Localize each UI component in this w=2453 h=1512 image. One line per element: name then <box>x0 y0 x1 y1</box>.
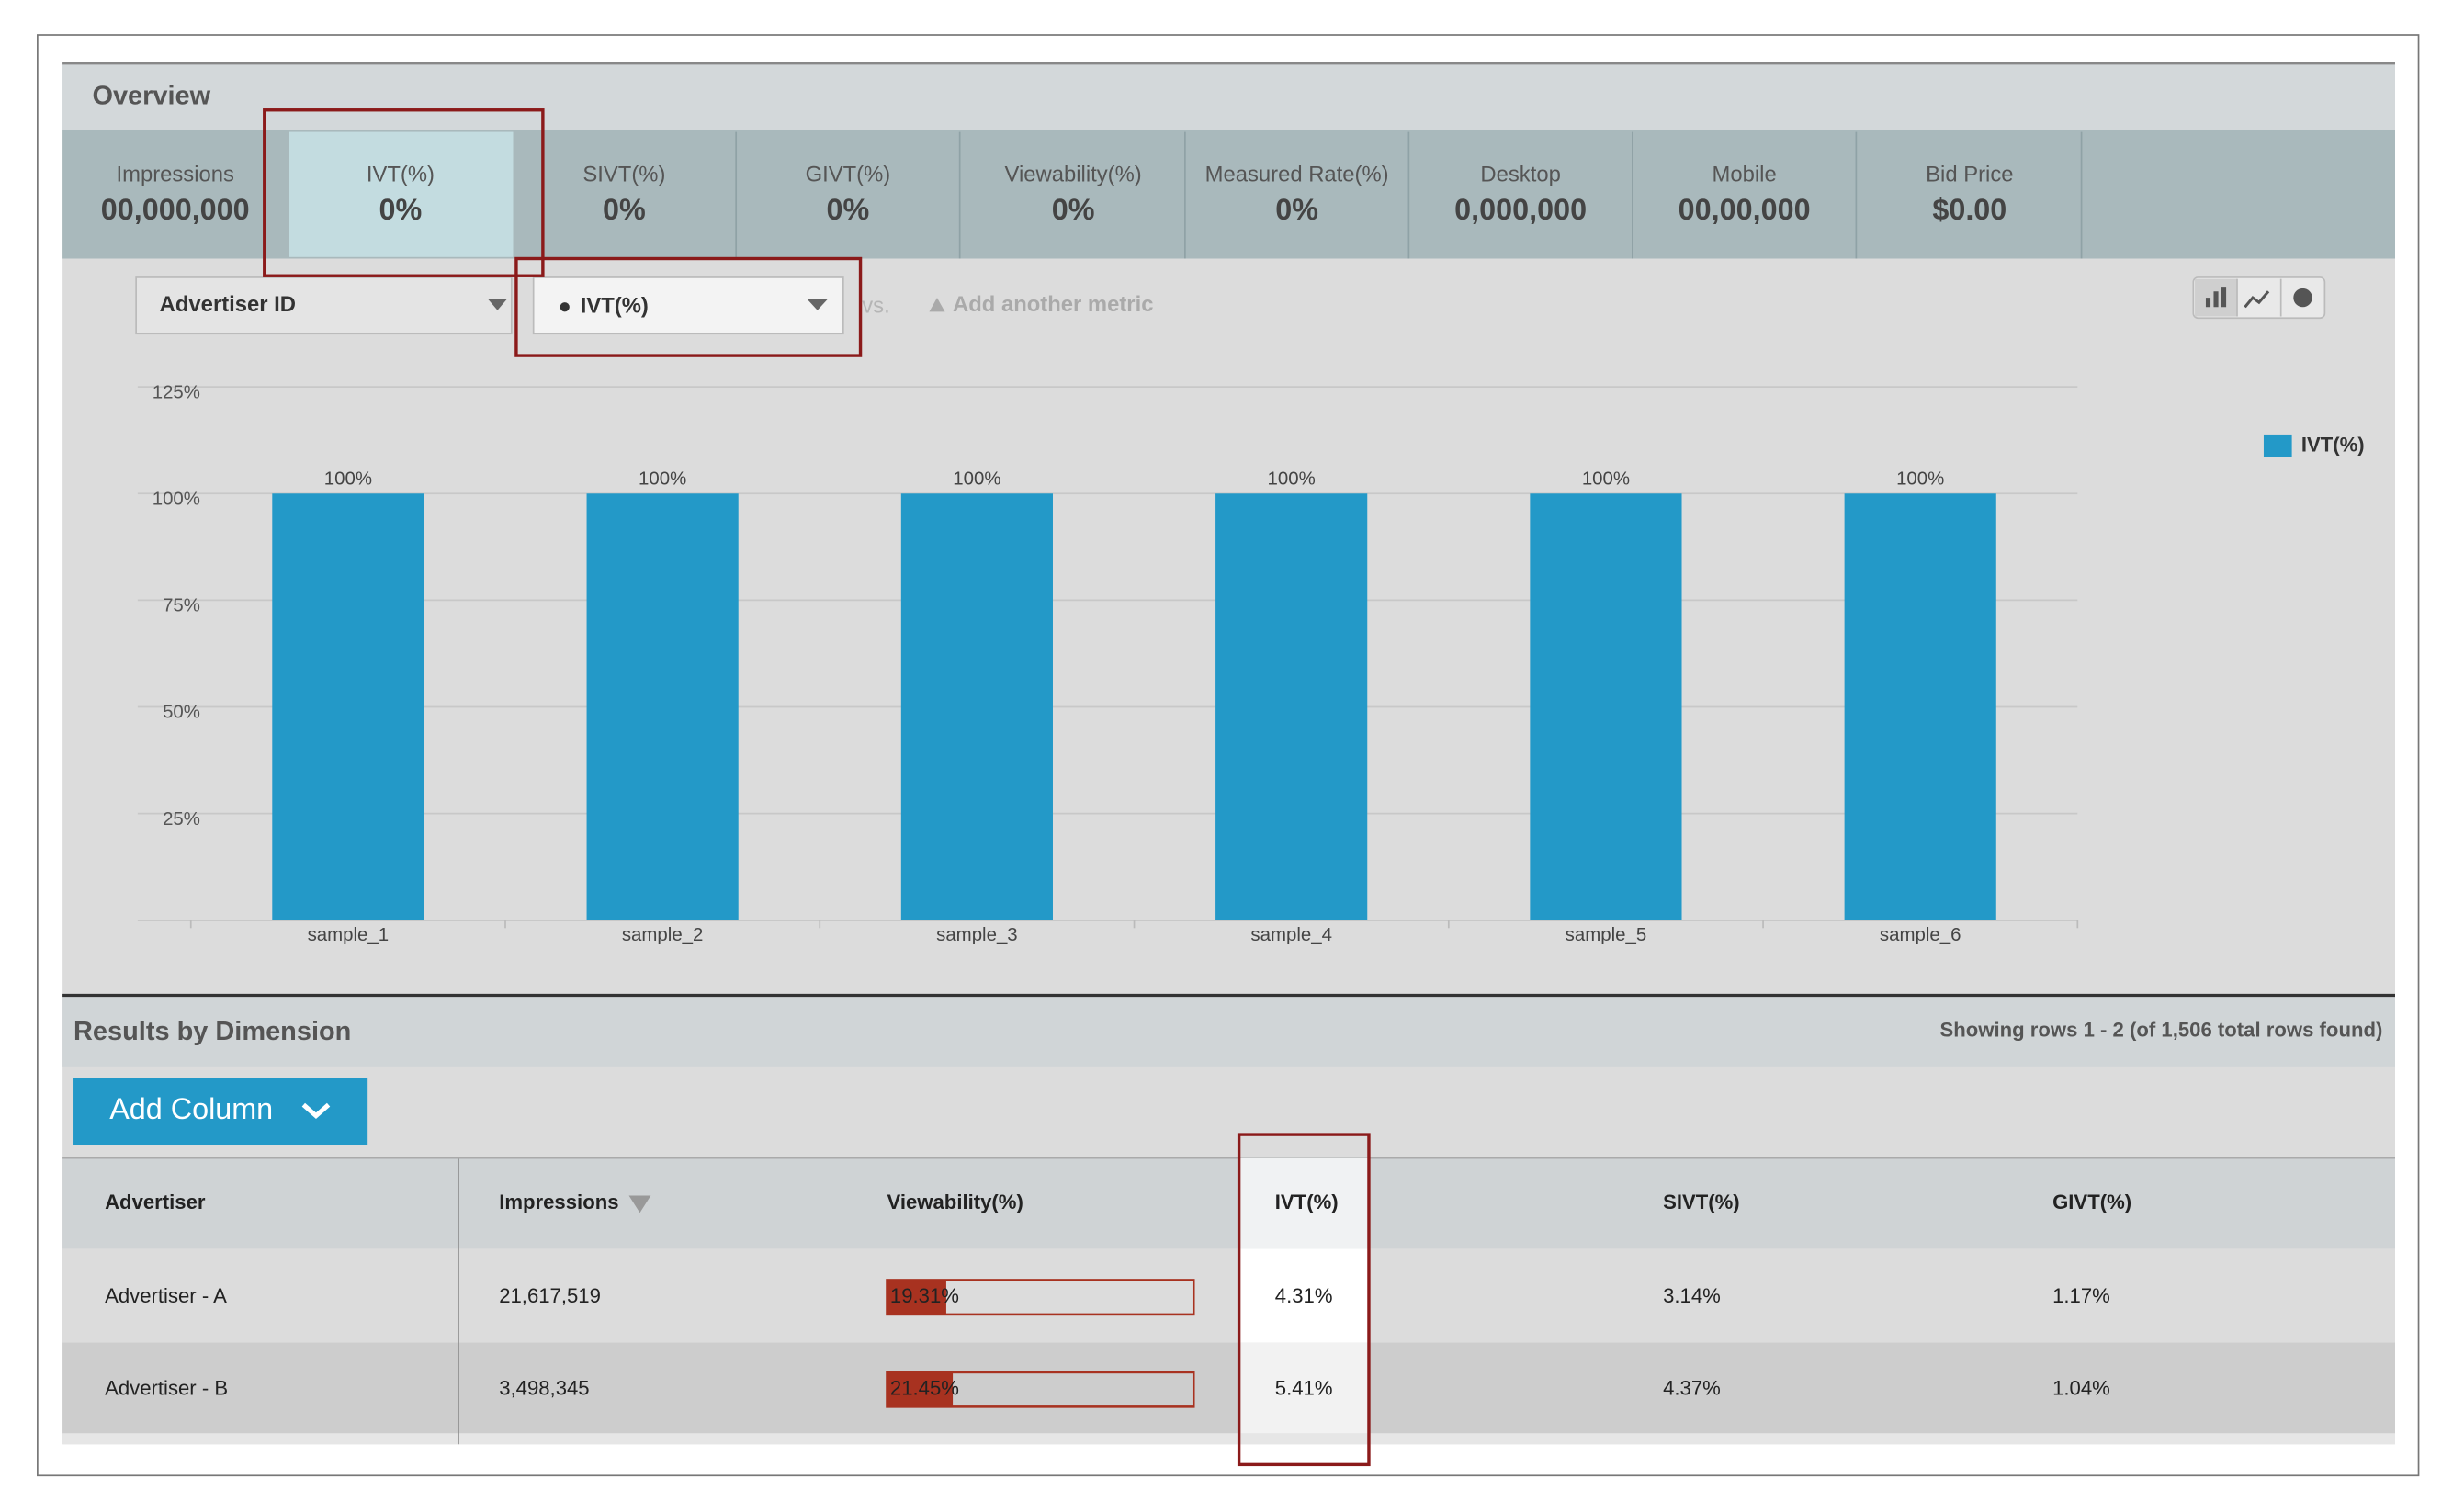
highlight-cell <box>1240 1248 1369 1343</box>
metric-value: $0.00 <box>1932 193 2006 226</box>
cell-text: 3.14% <box>1663 1284 1721 1307</box>
cell-text: 21,617,519 <box>499 1284 601 1307</box>
bar <box>1844 493 1996 920</box>
x-tick-label: sample_5 <box>1566 925 1647 945</box>
x-tick-label: sample_6 <box>1880 925 1961 945</box>
table-row <box>62 1248 2395 1343</box>
callout-box <box>514 256 863 357</box>
metric-value: 0% <box>827 193 870 226</box>
metric-label: Measured Rate(%) <box>1205 163 1389 187</box>
highlight-cell <box>1240 1342 1369 1434</box>
column-header: Viewability(%) <box>887 1190 1023 1213</box>
highlight-column-head <box>1240 1157 1369 1249</box>
section-title: Overview <box>92 82 210 111</box>
data-label: 100% <box>1582 468 1630 489</box>
metric-label: Desktop <box>1480 163 1560 187</box>
line-icon <box>2244 290 2270 309</box>
column-header: Impressions <box>499 1190 618 1213</box>
cell-text: Advertiser - B <box>105 1376 228 1399</box>
metric-label: Mobile <box>1713 163 1777 187</box>
column-header: SIVT(%) <box>1663 1190 1740 1213</box>
y-tick-label: 100% <box>153 489 200 509</box>
metric-value: 0,000,000 <box>1454 193 1587 226</box>
cell-text: 5.41% <box>1275 1376 1333 1399</box>
table-row <box>62 1342 2395 1434</box>
bullet <box>560 302 570 312</box>
data-label: 100% <box>953 468 1000 489</box>
cell-text: 4.31% <box>1275 1284 1333 1307</box>
metric-value: 0% <box>1275 193 1318 226</box>
row-summary: Showing rows 1 - 2 (of 1,506 total rows … <box>1939 1019 2382 1042</box>
add-icon <box>929 298 945 312</box>
x-tick-label: sample_2 <box>622 925 704 945</box>
metric-value: 0% <box>379 193 423 226</box>
x-tick-label: sample_1 <box>308 925 390 945</box>
column-header: GIVT(%) <box>2052 1190 2131 1213</box>
legend-swatch <box>2263 434 2292 457</box>
x-tick-label: sample_4 <box>1250 925 1332 945</box>
callout-box <box>1237 1133 1371 1467</box>
metric-label: Viewability(%) <box>1005 163 1142 187</box>
bar <box>900 493 1053 920</box>
cell-text: 19.31% <box>890 1284 959 1307</box>
table-foot <box>62 1433 2395 1445</box>
button-text: Add Column <box>109 1092 273 1125</box>
cell-text: 21.45% <box>890 1376 959 1399</box>
dropdown-text: IVT(%) <box>581 294 649 319</box>
y-tick-label: 75% <box>163 596 200 616</box>
selected-tile[interactable] <box>289 131 514 257</box>
bar <box>1530 493 1682 920</box>
y-tick-label: 125% <box>153 382 200 402</box>
dimension-dropdown[interactable] <box>135 276 513 335</box>
sort-icon <box>628 1195 651 1213</box>
metric-label: Impressions <box>116 163 234 187</box>
cell-text: 3,498,345 <box>499 1376 589 1399</box>
metric-label: Bid Price <box>1926 163 2013 187</box>
dropdown-arrow <box>488 299 507 310</box>
pie-icon <box>2293 288 2312 308</box>
legend-label: IVT(%) <box>2301 434 2365 457</box>
dropdown-text: Advertiser ID <box>160 292 296 317</box>
metric-label: IVT(%) <box>367 163 435 187</box>
y-tick-label: 50% <box>163 703 200 723</box>
cell-text: 4.37% <box>1663 1376 1721 1399</box>
metric-label: SIVT(%) <box>582 163 665 187</box>
cell-text: Advertiser - A <box>105 1284 227 1307</box>
viewability-bar <box>887 1280 946 1315</box>
add-metric-link[interactable]: Add another metric <box>953 292 1153 317</box>
callout-box <box>263 108 545 277</box>
data-label: 100% <box>1896 468 1944 489</box>
x-tick-label: sample_3 <box>936 925 1018 945</box>
cell-text: 1.17% <box>2052 1284 2110 1307</box>
vs-text: vs. <box>862 294 889 319</box>
metric-value: 00,00,000 <box>1679 193 1811 226</box>
data-label: 100% <box>324 468 372 489</box>
cell-text: 1.04% <box>2052 1376 2110 1399</box>
metric-value: 0% <box>603 193 646 226</box>
data-label: 100% <box>639 468 686 489</box>
bar <box>272 493 424 920</box>
data-label: 100% <box>1268 468 1316 489</box>
metric-value: 0% <box>1052 193 1095 226</box>
bar <box>586 493 739 920</box>
metric-dropdown[interactable] <box>532 276 844 335</box>
metric-label: GIVT(%) <box>806 163 891 187</box>
content: Overview Impressions 00,000,000 IVT(%) 0% SIV… <box>73 82 2382 1408</box>
dropdown-arrow <box>807 299 828 310</box>
column-header: IVT(%) <box>1275 1190 1339 1213</box>
results-header <box>62 997 2395 1067</box>
bar <box>1215 493 1368 920</box>
table-header <box>62 1157 2395 1249</box>
viewability-bar <box>887 1371 954 1407</box>
overview-header <box>62 62 2395 130</box>
metric-value: 00,000,000 <box>101 193 250 226</box>
column-header: Advertiser <box>105 1190 206 1213</box>
y-tick-label: 25% <box>163 809 200 829</box>
bar-icon <box>2205 287 2227 308</box>
section-title: Results by Dimension <box>73 1017 351 1046</box>
chevron <box>301 1102 331 1120</box>
